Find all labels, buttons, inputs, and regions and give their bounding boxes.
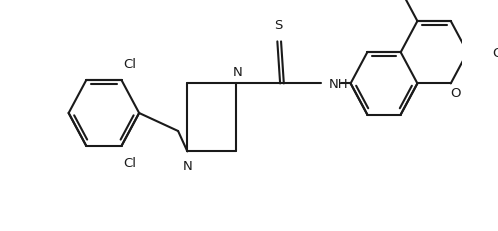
Text: O: O — [450, 86, 461, 99]
Text: S: S — [274, 19, 282, 32]
Text: N: N — [233, 66, 243, 79]
Text: Cl: Cl — [124, 156, 136, 169]
Text: NH: NH — [328, 78, 348, 91]
Text: Cl: Cl — [124, 58, 136, 71]
Text: O: O — [493, 46, 498, 59]
Text: N: N — [182, 160, 192, 173]
